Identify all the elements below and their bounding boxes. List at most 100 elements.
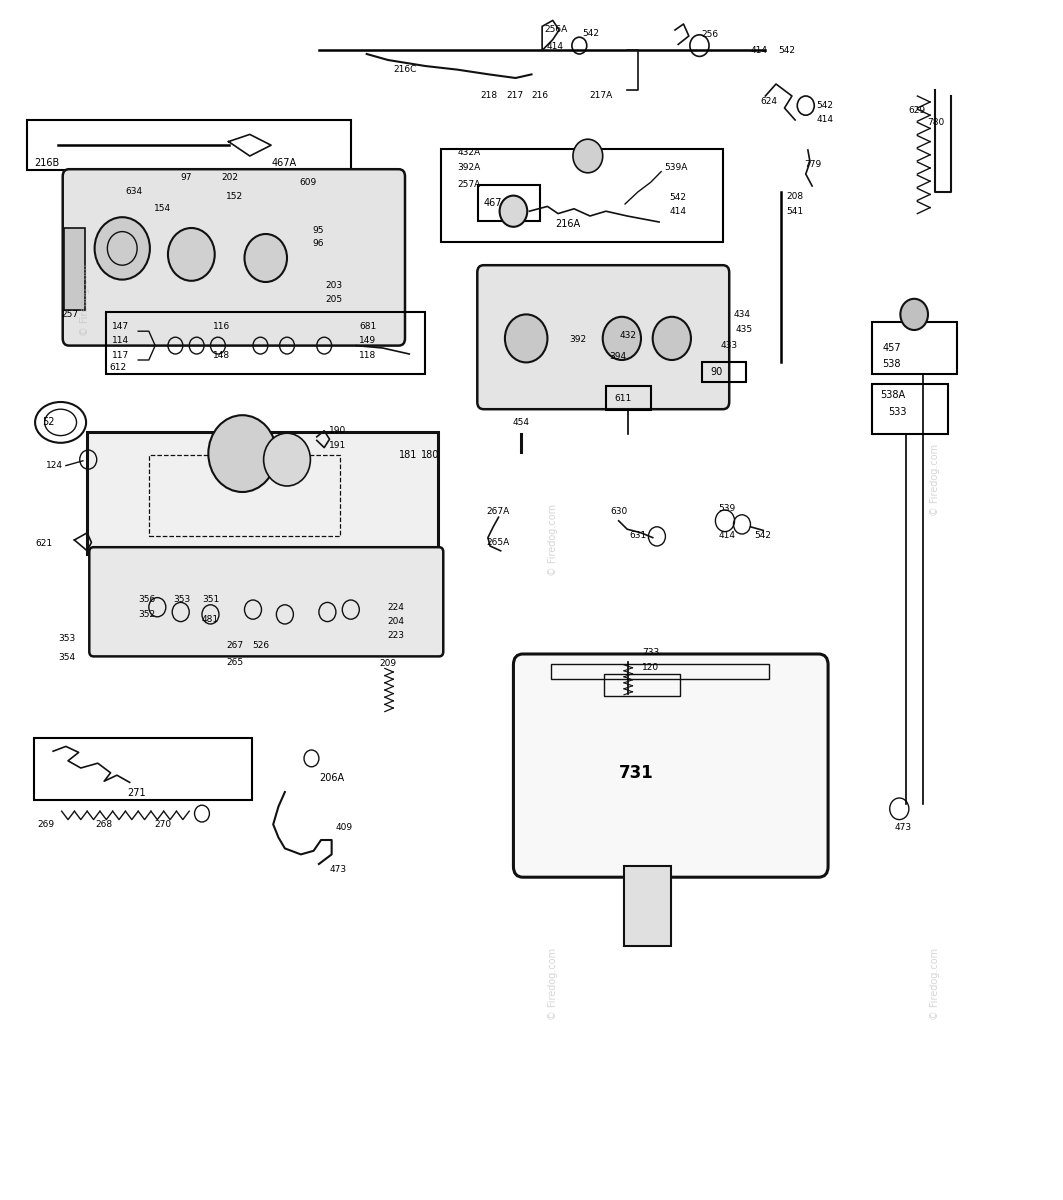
Text: 148: 148 xyxy=(213,350,230,360)
Text: 191: 191 xyxy=(328,440,345,450)
Text: 204: 204 xyxy=(387,617,404,626)
Text: 149: 149 xyxy=(359,336,376,346)
Circle shape xyxy=(208,415,276,492)
Text: 409: 409 xyxy=(336,823,353,833)
Circle shape xyxy=(500,196,527,227)
Text: 414: 414 xyxy=(546,42,563,52)
Text: 542: 542 xyxy=(778,46,795,55)
FancyBboxPatch shape xyxy=(513,654,828,877)
Text: 542: 542 xyxy=(755,530,772,540)
Text: 526: 526 xyxy=(252,641,269,650)
Text: 634: 634 xyxy=(125,187,142,197)
Text: 353: 353 xyxy=(173,595,190,605)
Text: 202: 202 xyxy=(221,173,238,182)
Text: 269: 269 xyxy=(37,820,54,829)
Text: 257: 257 xyxy=(62,310,79,319)
Text: 217A: 217A xyxy=(589,91,612,101)
Text: © Firedog.com: © Firedog.com xyxy=(930,444,941,516)
Bar xyxy=(624,866,671,946)
Circle shape xyxy=(573,139,603,173)
Text: 217: 217 xyxy=(506,91,523,101)
Text: 256A: 256A xyxy=(544,25,568,35)
Text: 539A: 539A xyxy=(664,163,688,173)
Text: 268: 268 xyxy=(96,820,113,829)
Text: 467: 467 xyxy=(484,198,502,208)
Text: 203: 203 xyxy=(325,281,342,290)
Text: 435: 435 xyxy=(736,325,753,335)
Bar xyxy=(606,386,651,410)
Bar xyxy=(149,455,340,536)
Text: 223: 223 xyxy=(387,631,404,641)
Bar xyxy=(27,120,351,170)
Text: 414: 414 xyxy=(719,530,736,540)
Circle shape xyxy=(244,234,287,282)
Text: 473: 473 xyxy=(330,865,347,875)
Text: 117: 117 xyxy=(112,350,129,360)
Text: 356: 356 xyxy=(138,595,155,605)
Circle shape xyxy=(653,317,691,360)
Text: 180: 180 xyxy=(421,450,439,460)
Text: 95: 95 xyxy=(313,226,324,235)
Text: 611: 611 xyxy=(614,394,631,403)
Bar xyxy=(872,384,948,434)
Text: 208: 208 xyxy=(787,192,804,202)
Text: © Firedog.com: © Firedog.com xyxy=(930,948,941,1020)
Circle shape xyxy=(900,299,928,330)
Text: 216: 216 xyxy=(532,91,549,101)
Text: 267: 267 xyxy=(226,641,243,650)
Text: 353: 353 xyxy=(58,634,75,643)
Text: 539: 539 xyxy=(719,504,736,514)
Text: 432A: 432A xyxy=(457,148,480,157)
Text: 114: 114 xyxy=(112,336,129,346)
Bar xyxy=(702,362,746,382)
Text: 454: 454 xyxy=(512,418,529,427)
Text: 352: 352 xyxy=(138,610,155,619)
Bar xyxy=(604,674,680,696)
Text: 609: 609 xyxy=(300,178,317,187)
Text: 392: 392 xyxy=(570,335,587,344)
Text: 256: 256 xyxy=(702,30,719,40)
Text: 52: 52 xyxy=(43,418,55,427)
Text: © Firedog.com: © Firedog.com xyxy=(547,948,558,1020)
Text: 205: 205 xyxy=(325,295,342,305)
Bar xyxy=(87,432,438,554)
Text: 542: 542 xyxy=(816,101,833,110)
Circle shape xyxy=(505,314,547,362)
Text: 394: 394 xyxy=(609,352,626,361)
Text: 624: 624 xyxy=(760,97,777,107)
Text: 118: 118 xyxy=(359,350,376,360)
Text: 152: 152 xyxy=(226,192,243,202)
Text: © Firedog.com: © Firedog.com xyxy=(80,264,90,336)
Text: 432: 432 xyxy=(620,331,637,341)
Text: 267A: 267A xyxy=(487,506,510,516)
Text: 731: 731 xyxy=(619,764,654,782)
Text: 265: 265 xyxy=(226,658,243,667)
Text: 541: 541 xyxy=(787,206,804,216)
Text: 206A: 206A xyxy=(319,773,344,782)
Text: 630: 630 xyxy=(610,506,627,516)
Text: 621: 621 xyxy=(35,539,52,548)
Text: 414: 414 xyxy=(816,115,833,125)
Text: 473: 473 xyxy=(895,823,912,833)
Text: 780: 780 xyxy=(927,118,944,127)
Text: 224: 224 xyxy=(387,602,404,612)
FancyBboxPatch shape xyxy=(63,169,405,346)
Text: 467A: 467A xyxy=(271,158,297,168)
Text: 209: 209 xyxy=(379,659,396,668)
Text: 218: 218 xyxy=(480,91,497,101)
Text: 120: 120 xyxy=(642,662,659,672)
Text: 538: 538 xyxy=(882,359,900,368)
Text: 124: 124 xyxy=(46,461,63,470)
Text: 147: 147 xyxy=(112,322,129,331)
Text: 270: 270 xyxy=(154,820,171,829)
Text: 542: 542 xyxy=(670,193,687,203)
Text: 190: 190 xyxy=(328,426,345,436)
FancyBboxPatch shape xyxy=(477,265,729,409)
Circle shape xyxy=(264,433,310,486)
Text: 257A: 257A xyxy=(457,180,480,190)
Text: 97: 97 xyxy=(181,173,192,182)
Circle shape xyxy=(95,217,150,280)
Text: 533: 533 xyxy=(889,407,907,416)
Bar xyxy=(106,312,425,374)
Bar xyxy=(551,664,769,679)
